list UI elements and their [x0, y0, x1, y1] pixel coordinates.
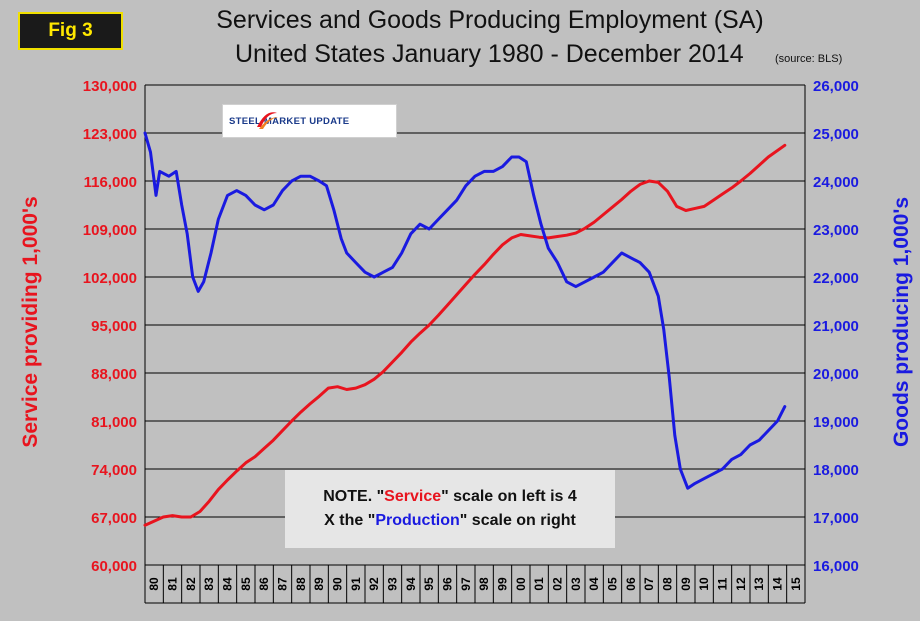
right-y-tick-label: 17,000	[813, 510, 859, 527]
note-line2-suffix: " scale on right	[459, 512, 576, 529]
x-tick-label: 87	[276, 577, 290, 591]
right-y-tick-label: 18,000	[813, 462, 859, 479]
x-tick-label: 99	[496, 577, 510, 591]
right-y-tick-label: 20,000	[813, 366, 859, 383]
goods-series-line	[143, 131, 787, 490]
right-axis-label: Goods producing 1,000's	[890, 196, 913, 448]
x-tick-label: 93	[386, 577, 400, 591]
figure-badge: Fig 3	[18, 12, 123, 50]
x-tick-label: 85	[239, 577, 253, 591]
left-y-tick-label: 95,000	[91, 318, 137, 335]
right-y-tick-label: 21,000	[813, 318, 859, 335]
left-y-tick-label: 60,000	[91, 558, 137, 575]
x-tick-label: 04	[587, 577, 601, 591]
note-production-word: Production	[375, 512, 460, 529]
note-line2-prefix: X the "	[324, 512, 376, 529]
axes	[144, 85, 806, 604]
left-y-tick-labels: 60,000 67,000 74,000 81,000 88,000 95,000 102,…	[83, 78, 137, 575]
left-y-tick-label: 102,000	[83, 270, 137, 287]
x-tick-label: 83	[202, 577, 216, 591]
x-tick-label: 06	[624, 577, 638, 591]
note-line-2: X the "Production" scale on right	[324, 509, 576, 533]
x-tick-label: 92	[367, 577, 381, 591]
x-tick-label: 08	[661, 577, 675, 591]
left-y-tick-label: 88,000	[91, 366, 137, 383]
chart-title-line1: Services and Goods Producing Employment …	[216, 6, 764, 34]
x-tick-label: 11	[716, 577, 730, 590]
x-tick-label: 14	[771, 577, 785, 591]
right-y-tick-labels: 16,000 17,000 18,000 19,000 20,000 21,000 22,0…	[813, 78, 859, 575]
right-y-tick-label: 19,000	[813, 414, 859, 431]
x-tick-label: 03	[569, 577, 583, 591]
x-tick-label: 95	[422, 577, 436, 591]
x-tick-label: 96	[441, 577, 455, 591]
x-tick-label: 80	[147, 577, 161, 591]
right-y-tick-label: 25,000	[813, 126, 859, 143]
x-tick-label: 86	[257, 577, 271, 591]
x-tick-label: 01	[532, 577, 546, 591]
logo-text: STEEL MARKET UPDATE	[229, 115, 350, 127]
x-tick-label: 89	[312, 577, 326, 591]
gridlines	[145, 84, 805, 566]
x-tick-label: 05	[606, 577, 620, 591]
left-y-tick-label: 123,000	[83, 126, 137, 143]
x-tick-label: 15	[789, 577, 803, 591]
x-tick-label: 97	[459, 577, 473, 591]
chart-title-line2: United States January 1980 - December 20…	[235, 40, 744, 68]
note-line-1: NOTE. "Service" scale on left is 4	[323, 485, 577, 509]
right-y-tick-label: 23,000	[813, 222, 859, 239]
left-y-tick-label: 81,000	[91, 414, 137, 431]
right-y-tick-label: 22,000	[813, 270, 859, 287]
x-tick-label: 00	[514, 577, 528, 591]
x-tick-label: 82	[184, 577, 198, 591]
left-y-tick-label: 116,000	[84, 174, 137, 191]
logo-swoosh-icon	[257, 112, 278, 129]
left-axis-label: Service providing 1,000's	[19, 196, 42, 448]
x-tick-label: 12	[734, 577, 748, 591]
x-tick-label: 84	[221, 577, 235, 591]
x-tick-label: 02	[551, 577, 565, 591]
right-y-tick-label: 16,000	[813, 558, 859, 575]
scale-note-box: NOTE. "Service" scale on left is 4 X the…	[285, 470, 615, 548]
note-line1-prefix: NOTE. "	[323, 488, 385, 505]
x-tick-label: 10	[697, 577, 711, 591]
note-line1-suffix: " scale on left is 4	[441, 488, 577, 505]
left-y-tick-label: 130,000	[83, 78, 137, 95]
service-series-line	[143, 143, 787, 527]
steel-market-update-logo: STEEL MARKET UPDATE	[222, 104, 397, 138]
left-y-tick-label: 109,000	[83, 222, 137, 239]
x-tick-label: 90	[331, 577, 345, 591]
x-tick-label: 88	[294, 577, 308, 591]
x-tick-label: 13	[752, 577, 766, 591]
x-tick-label: 98	[477, 577, 491, 591]
x-tick-labels: 80 81 82 83 84 85 86 87 88 89 90 91 92 93 94 95 96 97 98 99…	[147, 577, 803, 591]
right-y-tick-label: 24,000	[813, 174, 859, 191]
left-y-tick-label: 67,000	[91, 510, 137, 527]
note-service-word: Service	[384, 488, 442, 505]
x-tick-label: 07	[642, 577, 656, 591]
x-tick-label: 81	[166, 577, 180, 591]
x-tick-label: 94	[404, 577, 418, 591]
x-tick-label: 91	[349, 577, 363, 591]
right-y-tick-label: 26,000	[813, 78, 859, 95]
series-lines	[143, 131, 787, 527]
source-note: (source: BLS)	[775, 53, 843, 65]
left-y-tick-label: 74,000	[91, 462, 137, 479]
x-tick-label: 09	[679, 577, 693, 591]
